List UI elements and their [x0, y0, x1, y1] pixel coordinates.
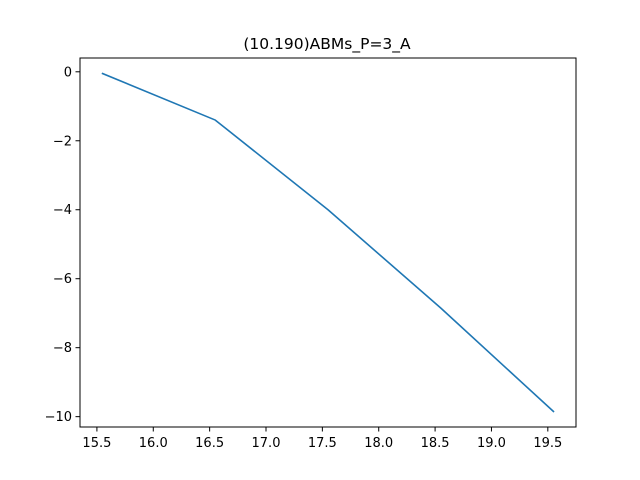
y-tick-label: −8 [53, 341, 72, 356]
x-tick-label: 19.0 [477, 436, 506, 451]
x-tick-label: 17.5 [308, 436, 337, 451]
y-tick-label: −4 [53, 203, 72, 218]
series-line-0 [101, 72, 555, 413]
chart-title: (10.190)ABMs_P=3_A [243, 35, 411, 54]
y-tick-label: −6 [53, 272, 72, 287]
y-axis: 0 −2 −4 −6 −8 −10 [45, 65, 80, 425]
axes-frame [79, 57, 577, 428]
x-axis: 15.5 16.0 16.5 17.0 17.5 18.0 18.5 19.0 19.5 [82, 427, 562, 451]
x-tick-label: 18.0 [364, 436, 393, 451]
y-tick-label: −2 [53, 134, 72, 149]
y-tick-label: 0 [64, 65, 72, 80]
x-tick-label: 18.5 [421, 436, 450, 451]
x-tick-label: 15.5 [82, 436, 111, 451]
x-tick-label: 16.0 [139, 436, 168, 451]
x-tick-label: 19.5 [533, 436, 562, 451]
x-tick-label: 17.0 [252, 436, 281, 451]
plot-area [101, 72, 555, 413]
x-tick-label: 16.5 [195, 436, 224, 451]
y-tick-label: −10 [45, 410, 72, 425]
